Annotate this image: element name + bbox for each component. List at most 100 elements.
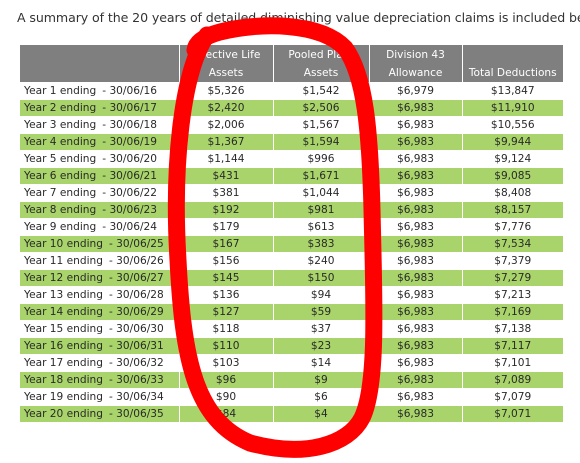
table-row: Year 3 ending - 30/06/18 $2,006 $1,567 $6,98… (20, 116, 563, 134)
cell-division-43: $6,983 (368, 184, 462, 202)
cell-effective-life: $1,144 (178, 150, 273, 168)
cell-period: Year 3 ending - 30/06/18 (20, 116, 179, 134)
cell-period-date: - 30/06/35 (108, 408, 164, 420)
cell-total-deductions: $7,379 (461, 252, 563, 270)
cell-period-label: Year 18 ending (24, 374, 103, 386)
cell-effective-life: $90 (178, 388, 273, 406)
cell-division-43: $6,983 (368, 337, 462, 355)
cell-period-label: Year 15 ending (24, 323, 103, 335)
cell-period-date: - 30/06/20 (102, 153, 158, 165)
header-total-deductions-label: Total Deductions (468, 66, 557, 79)
cell-total-deductions: $7,101 (461, 354, 563, 372)
depreciation-table: Effective Life Assets Pooled Plant Assets … (20, 45, 563, 422)
table-row: Year 16 ending - 30/06/31 $110 $23 $6,983 $7,… (20, 337, 563, 355)
cell-period: Year 10 ending - 30/06/25 (20, 235, 179, 253)
cell-period: Year 20 ending - 30/06/35 (20, 405, 179, 422)
cell-period: Year 2 ending - 30/06/17 (20, 99, 179, 117)
cell-effective-life: $192 (178, 201, 273, 219)
header-total-deductions: Total Deductions (461, 45, 563, 83)
table-row: Year 14 ending - 30/06/29 $127 $59 $6,983 $7,… (20, 303, 563, 321)
cell-pooled-plant: $996 (272, 150, 369, 168)
cell-division-43: $6,983 (368, 269, 462, 287)
cell-total-deductions: $7,071 (461, 405, 563, 422)
cell-period: Year 17 ending - 30/06/32 (20, 354, 179, 372)
cell-period-label: Year 20 ending (24, 408, 103, 420)
cell-period: Year 13 ending - 30/06/28 (20, 286, 179, 304)
cell-effective-life: $1,367 (178, 133, 273, 151)
cell-period: Year 6 ending - 30/06/21 (20, 167, 179, 185)
cell-pooled-plant: $613 (272, 218, 369, 236)
cell-period-label: Year 1 ending (24, 85, 97, 97)
table-body: Year 1 ending - 30/06/16 $5,326 $1,542 $6,97… (20, 82, 563, 422)
table-row: Year 6 ending - 30/06/21 $431 $1,671 $6,983 $… (20, 167, 563, 185)
table-row: Year 10 ending - 30/06/25 $167 $383 $6,983 $7… (20, 235, 563, 253)
cell-pooled-plant: $1,594 (272, 133, 369, 151)
cell-pooled-plant: $4 (272, 405, 369, 422)
cell-period-label: Year 19 ending (24, 391, 103, 403)
cell-period: Year 18 ending - 30/06/33 (20, 371, 179, 389)
header-effective-life-assets: Effective Life Assets (178, 45, 273, 83)
cell-pooled-plant: $1,567 (272, 116, 369, 134)
table-row: Year 4 ending - 30/06/19 $1,367 $1,594 $6,98… (20, 133, 563, 151)
header-pooled-plant-line1: Pooled Plant (288, 48, 354, 61)
cell-effective-life: $381 (178, 184, 273, 202)
cell-period-label: Year 14 ending (24, 306, 103, 318)
cell-period-date: - 30/06/34 (108, 391, 164, 403)
cell-effective-life: $96 (178, 371, 273, 389)
cell-division-43: $6,979 (368, 82, 462, 100)
cell-period-date: - 30/06/32 (108, 357, 164, 369)
cell-division-43: $6,983 (368, 405, 462, 422)
cell-period-date: - 30/06/25 (108, 238, 164, 250)
cell-period-label: Year 3 ending (24, 119, 97, 131)
cell-pooled-plant: $383 (272, 235, 369, 253)
cell-effective-life: $110 (178, 337, 273, 355)
table-header-row: Effective Life Assets Pooled Plant Assets … (20, 45, 563, 83)
cell-division-43: $6,983 (368, 354, 462, 372)
cell-pooled-plant: $23 (272, 337, 369, 355)
cell-effective-life: $136 (178, 286, 273, 304)
cell-period-label: Year 11 ending (24, 255, 103, 267)
cell-pooled-plant: $1,044 (272, 184, 369, 202)
cell-effective-life: $2,420 (178, 99, 273, 117)
cell-effective-life: $167 (178, 235, 273, 253)
table-row: Year 1 ending - 30/06/16 $5,326 $1,542 $6,97… (20, 82, 563, 100)
cell-division-43: $6,983 (368, 235, 462, 253)
cell-pooled-plant: $981 (272, 201, 369, 219)
cell-period: Year 11 ending - 30/06/26 (20, 252, 179, 270)
cell-period-label: Year 5 ending (24, 153, 97, 165)
cell-total-deductions: $7,279 (461, 269, 563, 287)
cell-period: Year 4 ending - 30/06/19 (20, 133, 179, 151)
cell-period: Year 15 ending - 30/06/30 (20, 320, 179, 338)
cell-period-date: - 30/06/33 (108, 374, 164, 386)
cell-effective-life: $118 (178, 320, 273, 338)
table-row: Year 17 ending - 30/06/32 $103 $14 $6,983 $7,… (20, 354, 563, 372)
cell-division-43: $6,983 (368, 167, 462, 185)
cell-period-date: - 30/06/29 (108, 306, 164, 318)
cell-total-deductions: $7,534 (461, 235, 563, 253)
table-row: Year 18 ending - 30/06/33 $96 $9 $6,983 $7,08… (20, 371, 563, 389)
cell-total-deductions: $8,157 (461, 201, 563, 219)
cell-pooled-plant: $240 (272, 252, 369, 270)
cell-period-label: Year 9 ending (24, 221, 97, 233)
cell-pooled-plant: $94 (272, 286, 369, 304)
cell-period: Year 16 ending - 30/06/31 (20, 337, 179, 355)
cell-effective-life: $2,006 (178, 116, 273, 134)
cell-period-date: - 30/06/28 (108, 289, 164, 301)
cell-effective-life: $84 (178, 405, 273, 422)
summary-caption: A summary of the 20 years of detailed di… (17, 10, 580, 25)
header-division-43-line2: Allowance (388, 66, 443, 79)
cell-period-label: Year 12 ending (24, 272, 103, 284)
cell-division-43: $6,983 (368, 371, 462, 389)
table-row: Year 20 ending - 30/06/35 $84 $4 $6,983 $7,07… (20, 405, 563, 422)
cell-period-date: - 30/06/26 (108, 255, 164, 267)
cell-division-43: $6,983 (368, 201, 462, 219)
cell-division-43: $6,983 (368, 150, 462, 168)
header-effective-life-line1: Effective Life (191, 48, 261, 61)
cell-period-date: - 30/06/16 (102, 85, 158, 97)
cell-period-label: Year 17 ending (24, 357, 103, 369)
cell-period-date: - 30/06/24 (102, 221, 158, 233)
cell-total-deductions: $7,079 (461, 388, 563, 406)
cell-period-label: Year 16 ending (24, 340, 103, 352)
cell-division-43: $6,983 (368, 116, 462, 134)
table-row: Year 11 ending - 30/06/26 $156 $240 $6,983 $7… (20, 252, 563, 270)
